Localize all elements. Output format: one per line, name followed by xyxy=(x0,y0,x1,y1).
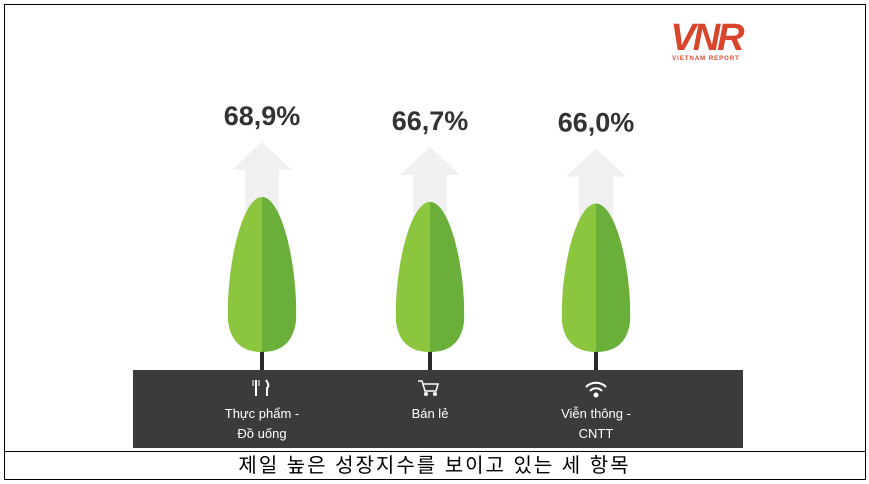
logo-name: VIETNAM REPORT xyxy=(672,56,740,62)
category-label: Bán lẻ xyxy=(387,404,473,424)
tree-right xyxy=(596,204,630,353)
tree-right xyxy=(262,197,296,352)
tree xyxy=(228,197,296,352)
logo-mark: VNR xyxy=(670,17,745,59)
category-label: Viễn thông - CNTT xyxy=(553,404,639,444)
page: VNR VIETNAM REPORT 68,9% 66,7% 66,0% 제일 높은… xyxy=(0,0,869,484)
value-label: 66,0% xyxy=(558,108,635,138)
tree-right xyxy=(430,202,464,352)
tree xyxy=(562,204,630,353)
tree xyxy=(396,202,464,352)
caption: 제일 높은 성장지수를 보이고 있는 세 항목 xyxy=(4,452,865,480)
value-label: 68,9% xyxy=(224,101,301,131)
tree-left xyxy=(562,204,596,353)
tree-left xyxy=(228,197,262,352)
tree-left xyxy=(396,202,430,352)
category-label: Thực phẩm - Đồ uống xyxy=(219,404,305,444)
value-label: 66,7% xyxy=(392,106,469,136)
